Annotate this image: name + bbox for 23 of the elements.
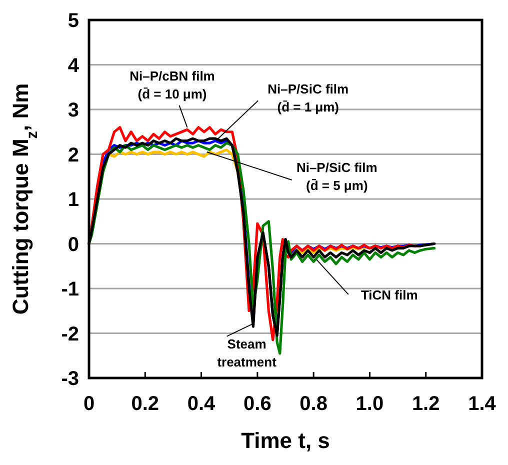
x-tick-label: 1.0	[356, 393, 384, 415]
x-tick-label: 1.4	[468, 393, 497, 415]
y-tick-label: -3	[61, 368, 79, 390]
annotation: TiCN film	[360, 287, 418, 302]
annotation: Steam treatment	[217, 336, 278, 370]
annotation: Ni–P/SiC film (d̄ = 5 μm)	[296, 160, 378, 194]
x-tick-label: 0	[83, 393, 95, 415]
y-tick-label: 1	[68, 189, 79, 211]
y-tick-label: 3	[68, 100, 79, 122]
y-tick-label: 2	[68, 144, 79, 166]
x-tick-label: 0.2	[131, 393, 160, 415]
x-tick-label: 0.8	[300, 393, 328, 415]
x-tick-label: 0.6	[244, 393, 272, 415]
x-tick-label: 0.4	[187, 393, 216, 415]
y-tick-label: -2	[61, 323, 79, 346]
y-tick-label: 0	[68, 234, 79, 256]
annotation: Ni–P/SiC film (d̄ = 1 μm)	[268, 82, 349, 115]
x-tick-label: 1.2	[412, 393, 440, 415]
y-tick-label: 5	[68, 10, 79, 32]
y-tick-label: 4	[68, 54, 80, 77]
annotation: Ni–P/cBN film (d̄ = 10 μm)	[130, 68, 215, 102]
x-axis-title: Time t, s	[241, 428, 330, 453]
y-tick-label: -1	[61, 278, 79, 300]
